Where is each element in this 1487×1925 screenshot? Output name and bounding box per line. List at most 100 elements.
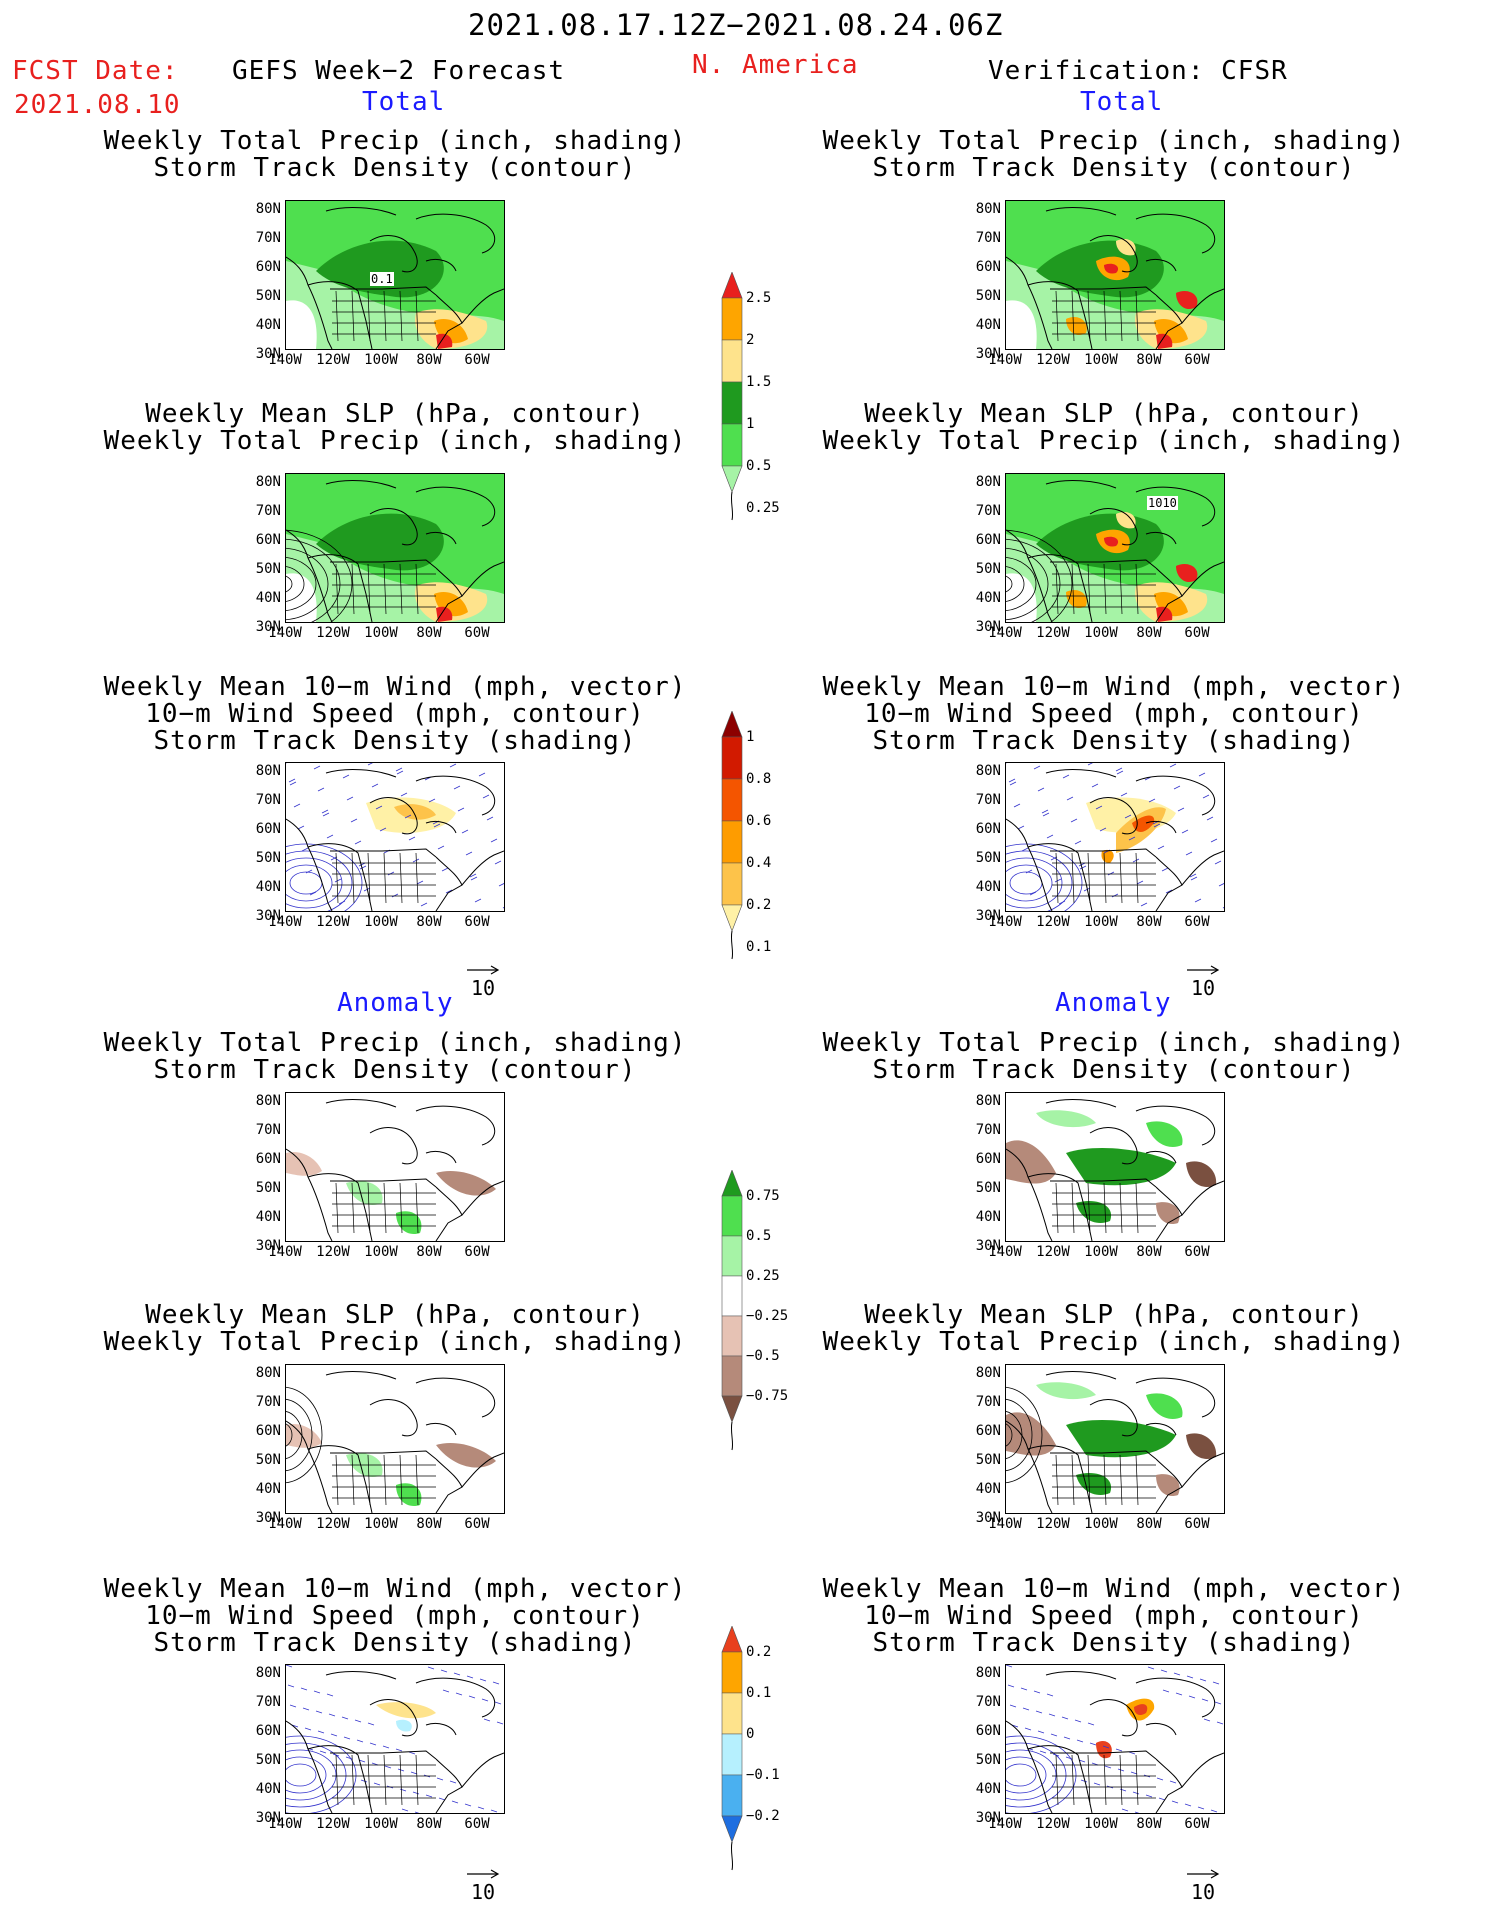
lat-tick-label: 50N (975, 288, 1001, 304)
panel-title-line: Storm Track Density (shading) (872, 726, 1356, 756)
lat-tick-label: 50N (255, 850, 281, 866)
lat-tick-label: 40N (975, 879, 1001, 895)
map-verification-1 (1005, 200, 1225, 350)
lat-tick-label: 40N (975, 590, 1001, 606)
panel-title-line: Weekly Mean SLP (hPa, contour) (864, 399, 1364, 429)
colorbar-precip_anomaly (720, 1169, 744, 1452)
map-forecast-3 (285, 762, 505, 912)
lon-tick-label: 140W (988, 1244, 1022, 1260)
lat-tick-label: 50N (255, 1180, 281, 1196)
colorbar-label: −0.25 (746, 1308, 789, 1324)
colorbar-label: 0.1 (746, 939, 772, 955)
colorbar-segment (721, 862, 743, 906)
lat-tick-label: 40N (255, 1209, 281, 1225)
lat-tick-label: 80N (255, 474, 281, 490)
panel-title-forecast-1: Weekly Total Precip (inch, shading) Storm… (95, 128, 695, 182)
colorbar-plot (721, 1625, 743, 1871)
colorbar-segment (721, 297, 743, 341)
panel-title-line: Weekly Total Precip (inch, shading) (103, 1028, 687, 1058)
map-forecast-2 (285, 473, 505, 623)
panel-title-line: Weekly Total Precip (inch, shading) (822, 426, 1406, 456)
colorbar-segment (721, 1169, 743, 1197)
panel-title-forecast-4: Weekly Total Precip (inch, shading) Storm… (95, 1030, 695, 1084)
lat-tick-label: 60N (975, 821, 1001, 837)
lat-tick-label: 50N (975, 1180, 1001, 1196)
map-plot (1006, 201, 1224, 349)
lat-tick-label: 40N (255, 590, 281, 606)
lon-tick-label: 80W (416, 352, 442, 368)
lat-tick-label: 50N (255, 561, 281, 577)
lon-tick-label: 100W (364, 625, 398, 641)
panel-title-line: Weekly Mean SLP (hPa, contour) (145, 399, 645, 429)
colorbar-segment (721, 1774, 743, 1817)
lat-tick-label: 80N (255, 1665, 281, 1681)
lon-tick-label: 60W (464, 352, 490, 368)
colorbar-plot (721, 710, 743, 960)
colorbar-label: 0.5 (746, 1228, 772, 1244)
colorbar-storm_anomaly (720, 1625, 744, 1872)
lon-tick-label: 120W (1036, 1516, 1070, 1532)
panel-title-line: Weekly Total Precip (inch, shading) (822, 1327, 1406, 1357)
map-plot (1006, 763, 1224, 911)
lat-tick-label: 80N (975, 1365, 1001, 1381)
lat-tick-label: 60N (255, 532, 281, 548)
lat-tick-label: 40N (255, 317, 281, 333)
lat-tick-label: 60N (255, 259, 281, 275)
colorbar-label: −0.75 (746, 1388, 789, 1404)
lon-tick-label: 140W (988, 1816, 1022, 1832)
panel-title-forecast-3: Weekly Mean 10−m Wind (mph, vector) 10−m … (95, 674, 695, 755)
reference-value: 10 (1190, 1880, 1216, 1904)
reference-value: 10 (470, 1880, 496, 1904)
section-anomaly-right: Anomaly (1055, 988, 1172, 1018)
map-verification-5 (1005, 1364, 1225, 1514)
lat-tick-label: 60N (255, 1423, 281, 1439)
colorbar-label: 0 (746, 1726, 755, 1742)
lat-tick-label: 70N (255, 503, 281, 519)
lat-tick-label: 50N (975, 1452, 1001, 1468)
panel-title-line: Weekly Mean 10−m Wind (mph, vector) (103, 672, 687, 702)
panel-title-forecast-2: Weekly Mean SLP (hPa, contour) Weekly Tot… (95, 401, 695, 455)
lat-tick-label: 70N (975, 792, 1001, 808)
map-verification-2 (1005, 473, 1225, 623)
lon-tick-label: 100W (1084, 1244, 1118, 1260)
fcst-date-value: 2021.08.10 (14, 90, 181, 120)
lon-tick-label: 80W (416, 914, 442, 930)
map-plot (1006, 474, 1224, 622)
lon-tick-label: 140W (988, 352, 1022, 368)
verification-slp-contour-label: 1010 (1147, 496, 1178, 510)
map-plot (1006, 1371, 1224, 1513)
colorbar-label: 0.1 (746, 1685, 772, 1701)
lon-tick-label: 120W (316, 352, 350, 368)
section-total-right: Total (1080, 87, 1164, 117)
colorbar-label: 2 (746, 332, 755, 348)
lat-tick-label: 80N (975, 1093, 1001, 1109)
vector-reference: 10 (1183, 964, 1223, 1000)
panel-title-line: 10−m Wind Speed (mph, contour) (145, 699, 645, 729)
lat-tick-label: 40N (975, 1209, 1001, 1225)
lat-tick-label: 30N (975, 908, 1001, 924)
lon-tick-label: 120W (316, 1244, 350, 1260)
map-plot (1006, 1099, 1224, 1241)
lat-tick-label: 40N (255, 1481, 281, 1497)
lon-tick-label: 100W (1084, 1816, 1118, 1832)
map-forecast-5 (285, 1364, 505, 1514)
lat-tick-label: 70N (975, 1394, 1001, 1410)
panel-title-forecast-6: Weekly Mean 10−m Wind (mph, vector) 10−m … (95, 1576, 695, 1657)
lat-tick-label: 70N (975, 1122, 1001, 1138)
colorbar-label: 0.2 (746, 897, 772, 913)
lon-tick-label: 80W (1136, 1244, 1162, 1260)
panel-title-verification-3: Weekly Mean 10−m Wind (mph, vector) 10−m … (814, 674, 1414, 755)
colorbar-segment (721, 1395, 743, 1423)
colorbar-label: 2.5 (746, 290, 772, 306)
lat-tick-label: 80N (975, 201, 1001, 217)
lat-tick-label: 30N (255, 1238, 281, 1254)
lon-tick-label: 100W (1084, 914, 1118, 930)
colorbar-label: 0.2 (746, 1644, 772, 1660)
lat-tick-label: 30N (975, 1510, 1001, 1526)
lat-tick-label: 70N (255, 1694, 281, 1710)
lon-tick-label: 80W (416, 1516, 442, 1532)
lat-tick-label: 80N (975, 474, 1001, 490)
panel-title-line: Weekly Total Precip (inch, shading) (822, 126, 1406, 156)
colorbar-label: 1 (746, 729, 755, 745)
lat-tick-label: 30N (255, 1510, 281, 1526)
